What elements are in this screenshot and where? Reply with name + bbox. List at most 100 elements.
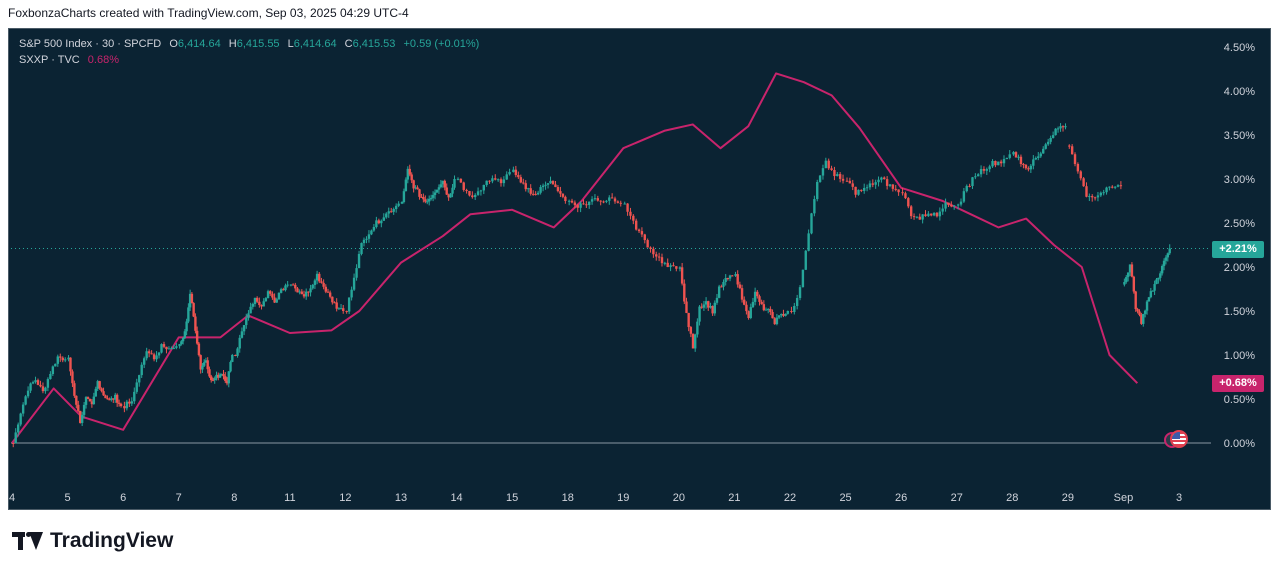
candle xyxy=(932,212,936,217)
x-tick-label: 21 xyxy=(728,492,740,504)
candle xyxy=(1014,151,1018,158)
legend-main-symbol[interactable]: S&P 500 Index · 30 · SPCFD xyxy=(19,38,162,50)
legend-main-row[interactable]: S&P 500 Index · 30 · SPCFD O6,414.64 H6,… xyxy=(19,36,479,52)
candle xyxy=(1046,138,1050,146)
candle xyxy=(240,327,244,339)
candle xyxy=(437,184,441,194)
candle xyxy=(891,184,895,192)
candle xyxy=(613,196,617,204)
candle xyxy=(441,180,445,188)
x-tick-label: 7 xyxy=(176,492,182,504)
candle xyxy=(1082,177,1085,187)
candle xyxy=(1022,162,1025,169)
spx-last-price-badge: +2.21% xyxy=(1212,240,1264,258)
candle xyxy=(965,184,968,193)
candle xyxy=(880,176,883,183)
candle xyxy=(360,242,363,256)
candle xyxy=(80,411,84,427)
x-tick-label: 29 xyxy=(1062,492,1074,504)
candle xyxy=(318,272,321,284)
candle xyxy=(821,164,825,180)
candle xyxy=(608,195,611,205)
candle xyxy=(67,355,70,362)
candle xyxy=(683,279,686,305)
us-flag-icon[interactable] xyxy=(1170,430,1188,448)
candle xyxy=(1044,142,1047,150)
candle xyxy=(938,207,942,221)
candle xyxy=(133,387,136,405)
candle xyxy=(646,238,649,248)
candle xyxy=(556,184,560,193)
candle xyxy=(760,299,763,305)
candle xyxy=(406,166,410,184)
candle xyxy=(157,351,161,359)
chart-panel[interactable]: 4.50% 4.00% 3.50% 3.00% 2.50% 2.00% 1.50% 1.00%… xyxy=(8,28,1271,510)
candle xyxy=(912,213,916,220)
candle xyxy=(355,264,358,281)
candle xyxy=(810,212,813,235)
candle xyxy=(387,207,390,218)
candle xyxy=(273,293,276,303)
candle xyxy=(431,191,435,202)
candle xyxy=(818,174,822,183)
x-tick-label: 28 xyxy=(1006,492,1018,504)
candle xyxy=(629,207,632,220)
chart-canvas[interactable]: 4.50% 4.00% 3.50% 3.00% 2.50% 2.00% 1.50% 1.00%… xyxy=(9,29,1270,509)
candle xyxy=(499,177,503,187)
x-tick-label: 25 xyxy=(839,492,851,504)
candle xyxy=(217,372,220,381)
candle xyxy=(1134,290,1137,312)
candle xyxy=(534,191,537,196)
candle xyxy=(935,212,939,218)
candle xyxy=(888,183,892,188)
candle xyxy=(1155,278,1158,285)
candle xyxy=(666,258,669,268)
y-tick-label: 4.50% xyxy=(1224,42,1255,54)
candle xyxy=(782,309,785,318)
candle xyxy=(298,289,301,295)
candle xyxy=(675,266,678,272)
legend-l-label: L xyxy=(287,38,294,50)
candle xyxy=(31,380,35,385)
candle xyxy=(848,177,852,184)
candle xyxy=(77,400,80,413)
candle xyxy=(408,164,411,177)
candle xyxy=(249,302,252,314)
candle xyxy=(220,373,223,377)
legend-compare-symbol[interactable]: SXXP · TVC xyxy=(19,54,80,66)
candle xyxy=(576,203,579,213)
candle xyxy=(505,171,508,180)
candle-layer xyxy=(12,123,1171,448)
candle xyxy=(883,176,886,180)
candle xyxy=(49,371,52,380)
candle xyxy=(459,178,463,183)
candle xyxy=(720,284,723,288)
candle xyxy=(700,303,703,309)
candle xyxy=(279,287,283,294)
legend: S&P 500 Index · 30 · SPCFD O6,414.64 H6,… xyxy=(19,36,479,68)
candle xyxy=(98,380,101,390)
candle xyxy=(585,201,588,208)
candle xyxy=(777,315,781,320)
candle xyxy=(924,210,927,217)
candle xyxy=(1002,155,1006,167)
candle xyxy=(56,354,59,367)
candle xyxy=(428,195,431,206)
candle xyxy=(71,369,74,388)
candle xyxy=(206,357,209,374)
candle xyxy=(941,204,944,215)
candle xyxy=(1029,164,1033,173)
candle xyxy=(632,214,635,225)
candle xyxy=(1128,264,1132,277)
candle xyxy=(172,344,176,350)
candle xyxy=(82,402,86,419)
legend-o-value: 6,414.64 xyxy=(177,38,221,50)
candle xyxy=(429,194,433,201)
candle xyxy=(904,191,907,200)
candle xyxy=(284,283,287,292)
candle xyxy=(26,386,30,399)
legend-compare-row[interactable]: SXXP · TVC 0.68% xyxy=(19,52,479,68)
candle xyxy=(643,233,646,244)
candle xyxy=(296,286,299,293)
sxxp-line[interactable] xyxy=(11,72,1139,444)
